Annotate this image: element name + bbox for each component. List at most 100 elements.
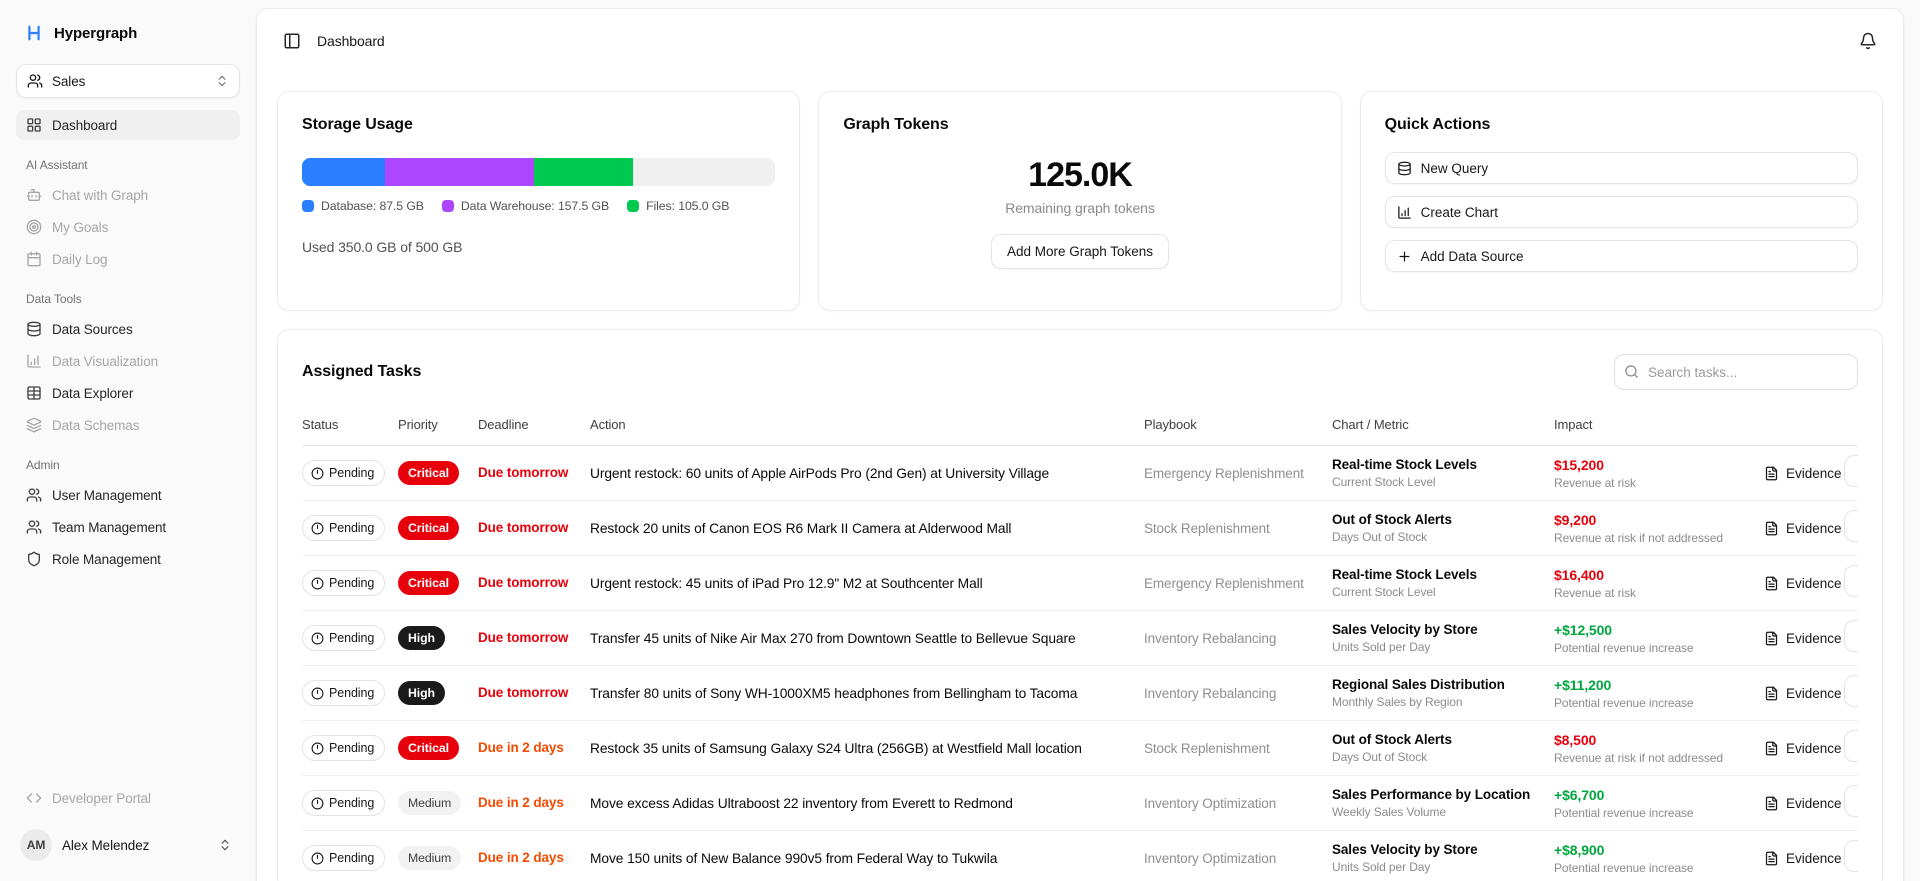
deadline-label: Due tomorrow: [478, 520, 569, 535]
sidebar-toggle-button[interactable]: [281, 30, 303, 52]
sidebar-item-data-sources[interactable]: Data Sources: [16, 314, 240, 344]
column-header-impact: Impact: [1554, 417, 1593, 432]
clock-icon: [311, 467, 324, 479]
sidebar-item-chat-with-graph[interactable]: Chat with Graph: [16, 180, 240, 210]
create-chart-button[interactable]: Create Chart: [1384, 196, 1858, 228]
evidence-button[interactable]: Evidence: [1760, 515, 1846, 542]
chart-metric-subtitle: Days Out of Stock: [1332, 750, 1428, 764]
sidebar-item-label: Chat with Graph: [52, 187, 149, 203]
row-overflow-button[interactable]: [1844, 565, 1858, 597]
sidebar: Hypergraph Sales Dashboard AI Assistant …: [0, 0, 256, 881]
search-icon: [1625, 365, 1638, 378]
column-header-action: Action: [590, 417, 626, 432]
impact-subtitle: Potential revenue increase: [1554, 805, 1694, 820]
playbook-label: Inventory Rebalancing: [1144, 630, 1277, 646]
row-overflow-button[interactable]: [1844, 785, 1858, 817]
sidebar-item-developer-portal[interactable]: Developer Portal: [16, 783, 240, 813]
sidebar-item-daily-log[interactable]: Daily Log: [16, 244, 240, 274]
graph-tokens-value: 125.0K: [1028, 156, 1133, 194]
file-text-icon: [1765, 796, 1778, 810]
playbook-label: Stock Replenishment: [1144, 520, 1270, 536]
graph-tokens-subtitle: Remaining graph tokens: [1005, 200, 1155, 216]
card-title: Graph Tokens: [843, 116, 949, 133]
priority-badge: High: [398, 681, 445, 705]
layers-icon: [26, 417, 42, 433]
playbook-label: Emergency Replenishment: [1144, 575, 1304, 591]
impact-value: $9,200: [1554, 511, 1597, 528]
card-title: Quick Actions: [1384, 116, 1491, 133]
priority-badge: Critical: [398, 461, 459, 485]
impact-subtitle: Revenue at risk: [1554, 585, 1636, 600]
impact-value: +$6,700: [1554, 786, 1605, 803]
sidebar-item-dashboard[interactable]: Dashboard: [16, 110, 240, 140]
topbar: Dashboard: [257, 9, 1903, 73]
layout-grid-icon: [27, 118, 41, 132]
storage-legend: Database: 87.5 GB Data Warehouse: 157.5 …: [302, 199, 775, 213]
storage-segment-files: [533, 158, 634, 186]
evidence-button[interactable]: Evidence: [1760, 570, 1846, 597]
storage-used-summary: Used 350.0 GB of 500 GB: [302, 239, 463, 255]
column-header-deadline: Deadline: [478, 417, 529, 432]
impact-subtitle: Revenue at risk: [1554, 475, 1636, 490]
add-data-source-button[interactable]: Add Data Source: [1384, 240, 1858, 272]
chart-metric-title: Out of Stock Alerts: [1332, 512, 1452, 527]
evidence-button[interactable]: Evidence: [1760, 460, 1846, 487]
priority-badge: Medium: [398, 791, 462, 815]
chart-metric-subtitle: Current Stock Level: [1332, 585, 1436, 599]
row-overflow-button[interactable]: [1844, 730, 1858, 762]
sidebar-item-data-explorer[interactable]: Data Explorer: [16, 378, 240, 408]
storage-usage-card: Storage Usage Database: 87.5 GB Data War…: [277, 91, 801, 311]
sidebar-item-role-management[interactable]: Role Management: [16, 544, 240, 574]
sidebar-item-user-management[interactable]: User Management: [16, 480, 240, 510]
file-text-icon: [1765, 576, 1778, 590]
row-overflow-button[interactable]: [1844, 840, 1858, 872]
sidebar-item-team-management[interactable]: Team Management: [16, 512, 240, 542]
users-icon: [26, 488, 42, 502]
evidence-button[interactable]: Evidence: [1760, 680, 1846, 707]
chart-metric-subtitle: Monthly Sales by Region: [1332, 695, 1463, 709]
search-tasks-input[interactable]: [1614, 354, 1858, 390]
row-overflow-button[interactable]: [1844, 675, 1858, 707]
sidebar-item-data-schemas[interactable]: Data Schemas: [16, 410, 240, 440]
sidebar-item-label: Data Schemas: [52, 417, 140, 433]
priority-badge: Critical: [398, 571, 459, 595]
sidebar-section-data-tools: Data Tools: [26, 292, 82, 306]
add-more-graph-tokens-button[interactable]: Add More Graph Tokens: [990, 234, 1170, 269]
sidebar-item-my-goals[interactable]: My Goals: [16, 212, 240, 242]
priority-badge: High: [398, 626, 445, 650]
column-header-status: Status: [302, 417, 339, 432]
row-overflow-button[interactable]: [1844, 455, 1858, 487]
evidence-button[interactable]: Evidence: [1760, 845, 1846, 872]
new-query-button[interactable]: New Query: [1384, 152, 1858, 184]
row-overflow-button[interactable]: [1844, 510, 1858, 542]
evidence-button[interactable]: Evidence: [1760, 790, 1846, 817]
task-action-text: Urgent restock: 45 units of iPad Pro 12.…: [590, 575, 983, 591]
file-text-icon: [1765, 631, 1778, 645]
evidence-button[interactable]: Evidence: [1760, 625, 1846, 652]
task-action-text: Restock 35 units of Samsung Galaxy S24 U…: [590, 740, 1082, 756]
workspace-switcher[interactable]: Sales: [16, 64, 240, 98]
status-badge: Pending: [302, 790, 386, 816]
playbook-label: Inventory Rebalancing: [1144, 685, 1277, 701]
status-badge: Pending: [302, 460, 386, 486]
users-icon: [27, 74, 43, 88]
file-text-icon: [1765, 521, 1778, 535]
evidence-button[interactable]: Evidence: [1760, 735, 1846, 762]
sidebar-item-data-visualization[interactable]: Data Visualization: [16, 346, 240, 376]
card-title: Storage Usage: [302, 116, 413, 133]
sidebar-item-label: Data Sources: [52, 321, 133, 337]
sidebar-section-admin: Admin: [26, 458, 60, 472]
chart-metric-subtitle: Weekly Sales Volume: [1332, 805, 1446, 819]
row-overflow-button[interactable]: [1844, 620, 1858, 652]
bar-chart-icon: [1397, 205, 1411, 219]
chart-metric-subtitle: Current Stock Level: [1332, 475, 1436, 489]
impact-subtitle: Potential revenue increase: [1554, 640, 1694, 655]
notifications-button[interactable]: [1857, 30, 1879, 52]
deadline-label: Due in 2 days: [478, 795, 564, 810]
chart-metric-title: Sales Performance by Location: [1332, 787, 1531, 802]
graph-tokens-card: Graph Tokens 125.0K Remaining graph toke…: [818, 91, 1342, 311]
user-menu[interactable]: AM Alex Melendez: [16, 821, 240, 865]
impact-value: $15,200: [1554, 456, 1604, 473]
chart-metric-title: Out of Stock Alerts: [1332, 732, 1452, 747]
status-badge: Pending: [302, 845, 386, 871]
